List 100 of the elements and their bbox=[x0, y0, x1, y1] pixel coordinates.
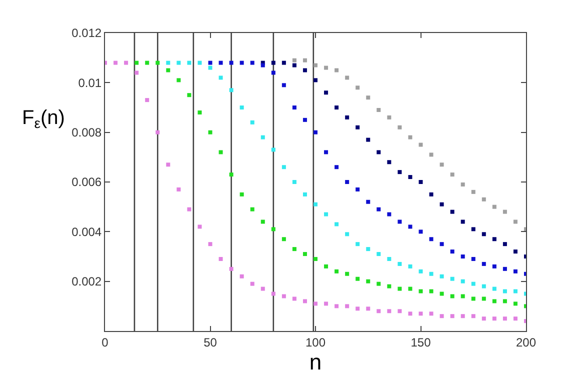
point bbox=[324, 302, 328, 306]
point bbox=[334, 269, 339, 274]
point bbox=[387, 212, 392, 216]
point bbox=[356, 187, 360, 192]
point bbox=[450, 276, 454, 281]
point bbox=[176, 187, 181, 192]
y-tick-label: 0.006 bbox=[72, 175, 102, 190]
point bbox=[324, 90, 328, 95]
point bbox=[376, 282, 381, 286]
point bbox=[324, 66, 328, 70]
point bbox=[387, 284, 392, 288]
point bbox=[440, 162, 444, 167]
point bbox=[387, 160, 392, 164]
x-tick-label: 150 bbox=[410, 335, 432, 350]
point bbox=[292, 296, 296, 301]
point bbox=[502, 299, 507, 304]
point bbox=[240, 106, 244, 110]
point bbox=[356, 125, 360, 130]
point bbox=[240, 60, 244, 65]
point bbox=[482, 284, 486, 288]
point bbox=[292, 106, 296, 110]
point bbox=[250, 207, 254, 212]
point bbox=[398, 170, 402, 174]
point bbox=[198, 60, 202, 65]
point bbox=[145, 98, 150, 102]
point bbox=[302, 299, 307, 304]
point bbox=[292, 58, 296, 62]
point bbox=[492, 264, 496, 268]
point bbox=[440, 292, 444, 296]
point bbox=[156, 60, 160, 65]
point bbox=[502, 289, 507, 294]
point bbox=[460, 294, 465, 298]
point bbox=[513, 250, 518, 254]
point bbox=[398, 286, 402, 291]
point bbox=[240, 274, 244, 278]
point bbox=[271, 148, 276, 152]
point bbox=[376, 207, 381, 212]
point bbox=[398, 262, 402, 266]
point bbox=[208, 60, 212, 65]
point bbox=[482, 197, 486, 202]
point bbox=[513, 302, 518, 306]
point bbox=[366, 306, 370, 311]
point bbox=[260, 220, 265, 224]
point bbox=[471, 296, 476, 301]
point bbox=[482, 296, 486, 301]
point bbox=[302, 118, 307, 122]
point bbox=[418, 230, 423, 234]
point bbox=[302, 68, 307, 72]
x-tick-label: 100 bbox=[305, 335, 326, 350]
point bbox=[471, 282, 476, 286]
point bbox=[492, 299, 496, 304]
point bbox=[187, 93, 192, 98]
point bbox=[314, 63, 318, 68]
point bbox=[502, 242, 507, 246]
point bbox=[492, 316, 496, 321]
point bbox=[250, 60, 254, 65]
y-tick-label: 0.008 bbox=[72, 126, 102, 140]
point bbox=[366, 138, 370, 142]
y-tick-label: 0.01 bbox=[78, 76, 102, 90]
point bbox=[450, 172, 454, 177]
point bbox=[334, 222, 339, 226]
point bbox=[482, 262, 486, 266]
point bbox=[240, 192, 244, 196]
point bbox=[408, 264, 412, 268]
point bbox=[114, 60, 118, 65]
point bbox=[314, 130, 318, 134]
point bbox=[166, 162, 170, 167]
point bbox=[302, 252, 307, 256]
point bbox=[218, 256, 223, 261]
x-tick-label: 50 bbox=[204, 335, 218, 350]
point bbox=[471, 227, 476, 232]
point bbox=[398, 125, 402, 130]
point bbox=[408, 312, 412, 316]
point bbox=[166, 68, 170, 72]
point bbox=[492, 204, 496, 209]
y-tick-label: 0.012 bbox=[72, 26, 102, 40]
point bbox=[134, 70, 139, 75]
point bbox=[198, 110, 202, 114]
point bbox=[460, 314, 465, 318]
x-tick-label: 200 bbox=[516, 335, 536, 350]
point bbox=[260, 286, 265, 291]
point bbox=[229, 88, 234, 92]
point bbox=[492, 286, 496, 291]
point bbox=[229, 266, 234, 271]
point bbox=[345, 115, 350, 120]
point bbox=[429, 289, 434, 294]
point bbox=[260, 135, 265, 140]
point bbox=[345, 232, 350, 236]
point bbox=[460, 182, 465, 186]
point bbox=[440, 242, 444, 246]
point bbox=[176, 60, 181, 65]
point bbox=[334, 68, 339, 72]
point bbox=[482, 232, 486, 236]
point bbox=[366, 279, 370, 284]
point bbox=[302, 58, 307, 62]
y-axis-title: F$_{ε}$(n) bbox=[22, 107, 65, 132]
point bbox=[418, 180, 423, 184]
point bbox=[376, 309, 381, 314]
point bbox=[334, 106, 339, 110]
point bbox=[376, 108, 381, 112]
